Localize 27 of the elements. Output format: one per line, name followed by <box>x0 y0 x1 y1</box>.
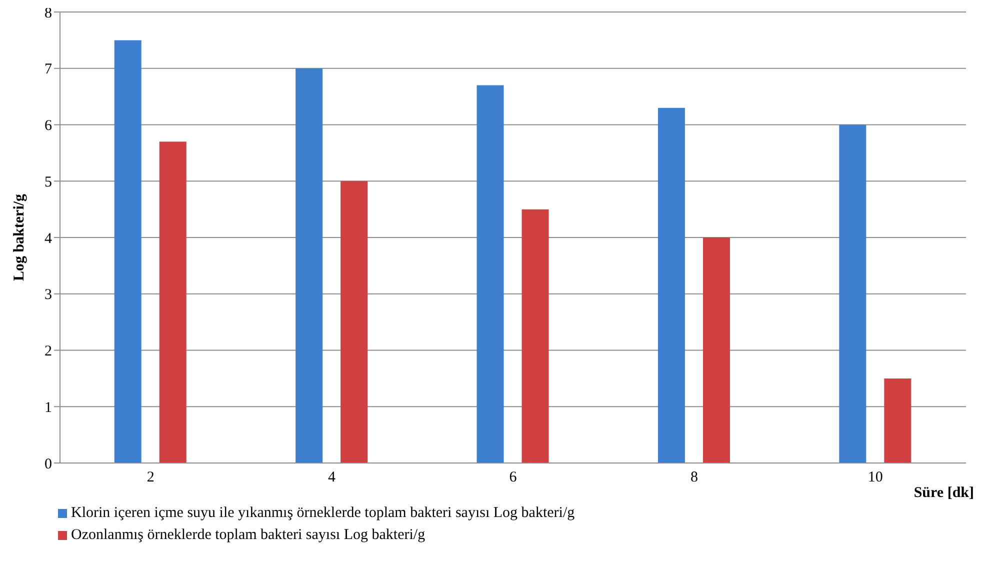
y-tick-label: 2 <box>44 344 52 360</box>
bar <box>839 124 866 463</box>
bar <box>296 68 323 463</box>
x-tick-label: 6 <box>509 470 518 486</box>
bar <box>159 142 186 463</box>
y-tick-label: 3 <box>44 287 52 304</box>
legend-label: Ozonlanmış örneklerde toplam bakteri sayısı Log bakteri/g <box>71 526 426 545</box>
y-tick-label: 5 <box>44 174 52 190</box>
y-axis-title: Log bakteri/g <box>11 193 28 282</box>
x-tick-label: 4 <box>328 470 336 486</box>
bar <box>522 209 549 463</box>
y-tick-label: 7 <box>44 62 52 78</box>
x-tick-label: 10 <box>868 470 883 486</box>
y-tick-label: 4 <box>44 230 52 247</box>
y-tick-label: 0 <box>44 456 52 472</box>
bar <box>702 238 730 463</box>
x-axis-title: Süre [dk] <box>912 485 975 502</box>
bar <box>884 378 912 463</box>
bar <box>658 108 685 463</box>
legend-label: Klorin içeren içme suyu ile yıkanmış örneklerde toplam bakteri sayısı Log bakteri/g <box>71 504 575 523</box>
x-tick-label: 2 <box>146 470 154 486</box>
y-tick-label: 1 <box>44 400 52 416</box>
bar <box>340 181 368 463</box>
bar <box>476 85 504 463</box>
x-tick-label: 8 <box>690 470 698 486</box>
y-tick-label: 6 <box>44 118 52 134</box>
bar <box>114 40 142 463</box>
